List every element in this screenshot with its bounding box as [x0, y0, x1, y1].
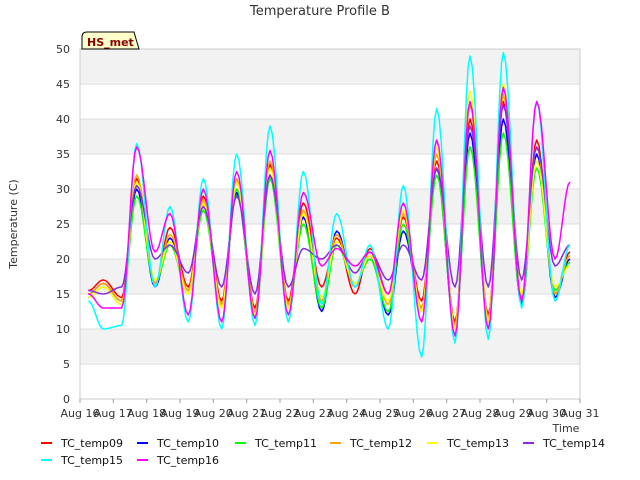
x-tick-label: Aug 22	[261, 407, 300, 420]
legend-label: TC_temp09	[60, 437, 123, 450]
y-tick-label: 0	[63, 393, 70, 406]
y-tick-label: 5	[63, 358, 70, 371]
y-axis-ticks: 0 5 10 15 20 25 30 35 40 45 50	[56, 43, 70, 406]
hs-met-badge: HS_met	[81, 31, 140, 50]
x-tick-label: Aug 31	[561, 407, 600, 420]
x-tick-label: Aug 27	[427, 407, 466, 420]
x-tick-label: Aug 26	[394, 407, 433, 420]
y-tick-label: 25	[56, 218, 70, 231]
legend-label: TC_temp13	[446, 437, 509, 450]
x-tick-label: Aug 16	[61, 407, 100, 420]
x-tick-label: Aug 30	[527, 407, 566, 420]
x-tick-label: Aug 21	[227, 407, 266, 420]
y-tick-label: 20	[56, 253, 70, 266]
legend-label: TC_temp12	[349, 437, 412, 450]
series-layer	[87, 51, 571, 358]
legend-label: TC_temp10	[156, 437, 219, 450]
y-tick-label: 15	[56, 288, 70, 301]
plot-band	[80, 84, 580, 119]
x-tick-label: Aug 25	[361, 407, 400, 420]
legend-label: TC_temp14	[542, 437, 605, 450]
y-tick-label: 35	[56, 148, 70, 161]
y-tick-label: 45	[56, 78, 70, 91]
plot-band	[80, 189, 580, 224]
plot-frame	[79, 48, 581, 400]
x-tick-label: Aug 20	[194, 407, 233, 420]
x-tick-label: Aug 19	[161, 407, 200, 420]
x-tick-label: Aug 24	[327, 407, 366, 420]
x-tick-label: Aug 29	[494, 407, 533, 420]
y-tick-label: 50	[56, 43, 70, 56]
y-axis-title: Temperature (C)	[7, 179, 20, 269]
badge-shape	[81, 31, 140, 50]
x-tick-label: Aug 18	[127, 407, 166, 420]
badge-label: HS_met	[87, 36, 134, 49]
plot-band	[80, 49, 580, 84]
legend-label: TC_temp15	[60, 454, 123, 467]
x-axis-title: Time	[552, 422, 580, 435]
plot-band	[80, 329, 580, 364]
x-tick-label: Aug 28	[461, 407, 500, 420]
x-tick-label: Aug 17	[94, 407, 133, 420]
legend: TC_temp09 TC_temp10 TC_temp11 TC_temp12 TC_t…	[41, 437, 605, 467]
y-tick-label: 10	[56, 323, 70, 336]
chart-title: Temperature Profile B	[249, 4, 390, 19]
series-line-TC_temp16	[88, 86, 571, 337]
plot-band	[80, 119, 580, 154]
plot-band	[80, 294, 580, 329]
legend-label: TC_temp16	[156, 454, 219, 467]
x-tick-label: Aug 23	[294, 407, 333, 420]
y-tick-label: 40	[56, 113, 70, 126]
plot-band	[80, 154, 580, 189]
legend-label: TC_temp11	[254, 437, 317, 450]
plot-band	[80, 364, 580, 399]
y-tick-label: 30	[56, 183, 70, 196]
